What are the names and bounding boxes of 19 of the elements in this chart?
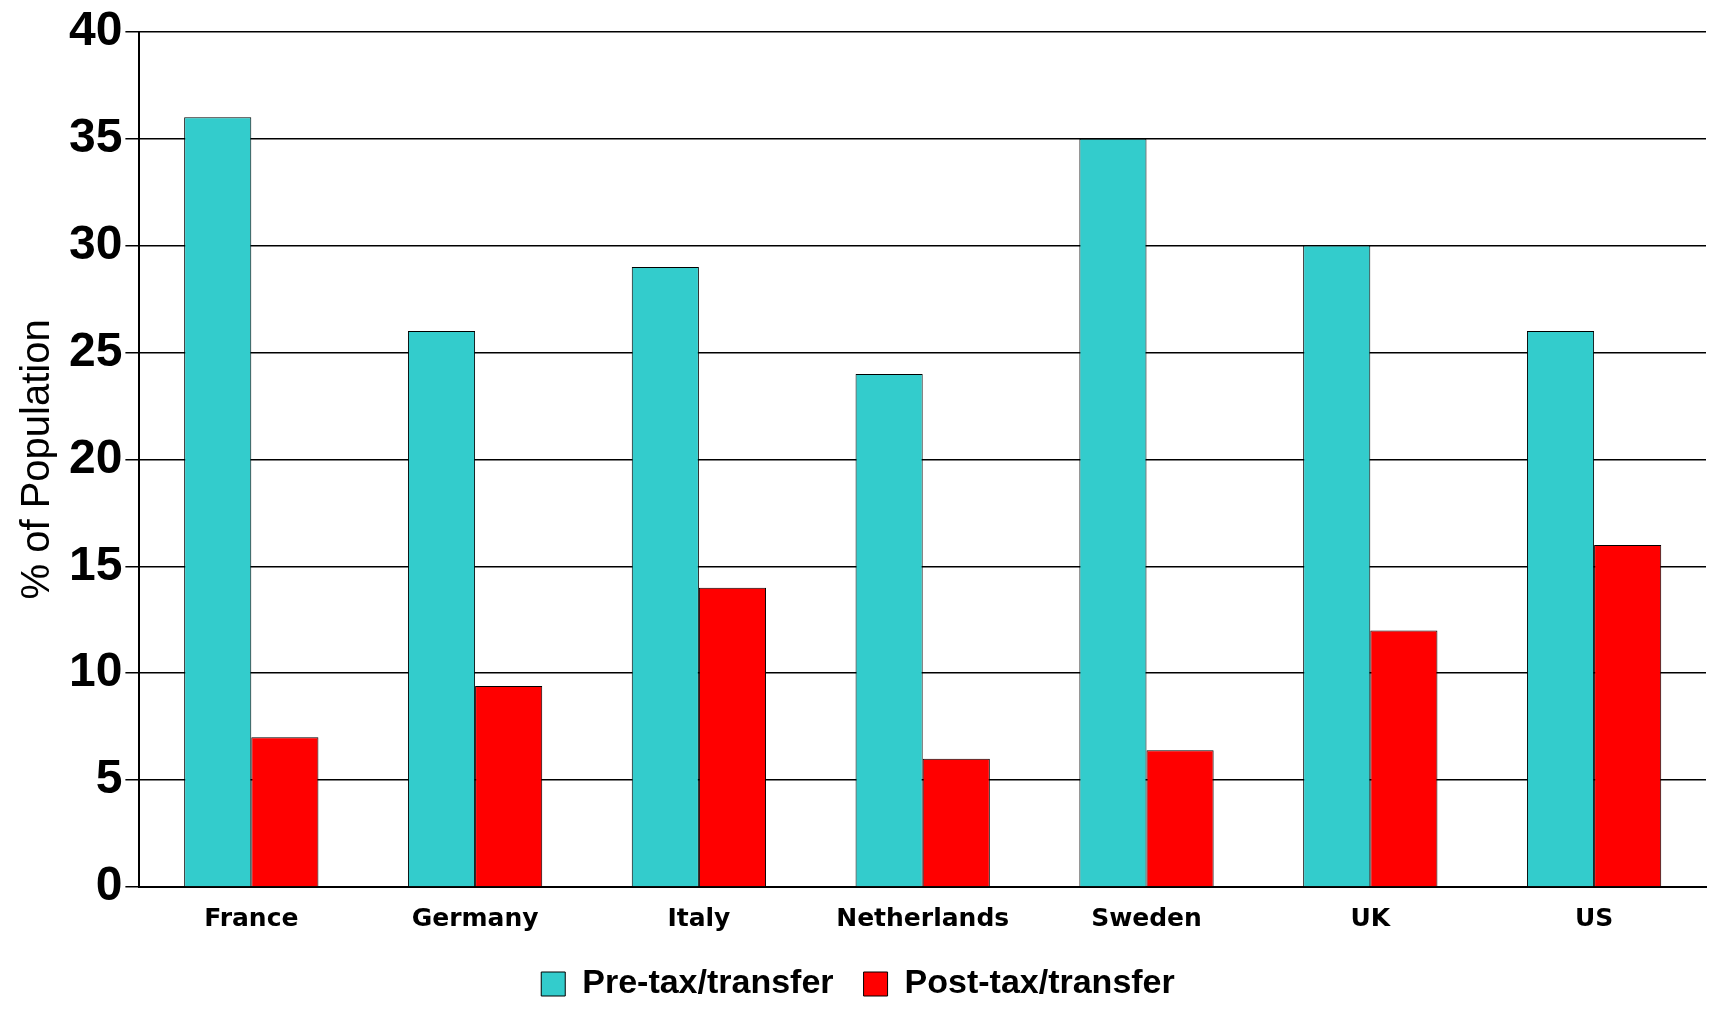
y-tick-label: 20 — [69, 429, 123, 483]
x-tick-label: Netherlands — [836, 902, 1010, 932]
y-tick-label: 40 — [69, 2, 123, 56]
y-axis-title: % of Population — [13, 319, 58, 600]
x-tick-label: France — [204, 902, 299, 932]
x-tick-label: Sweden — [1091, 902, 1202, 932]
legend-label: Pre-tax/transfer — [582, 962, 834, 1001]
y-tick-label: 35 — [69, 108, 123, 162]
x-tick-label: UK — [1350, 902, 1392, 932]
legend-label: Post-tax/transfer — [904, 962, 1175, 1001]
y-tick-label: 30 — [69, 215, 123, 269]
y-tick-label: 10 — [69, 643, 123, 697]
y-tick-label: 15 — [69, 536, 123, 590]
x-tick-label: US — [1574, 902, 1614, 932]
x-tick-label: Germany — [411, 902, 539, 932]
y-tick-label: 25 — [69, 322, 123, 376]
x-tick-label: Italy — [667, 902, 731, 932]
y-tick-label: 5 — [95, 750, 123, 804]
y-tick-label: 0 — [95, 857, 123, 911]
